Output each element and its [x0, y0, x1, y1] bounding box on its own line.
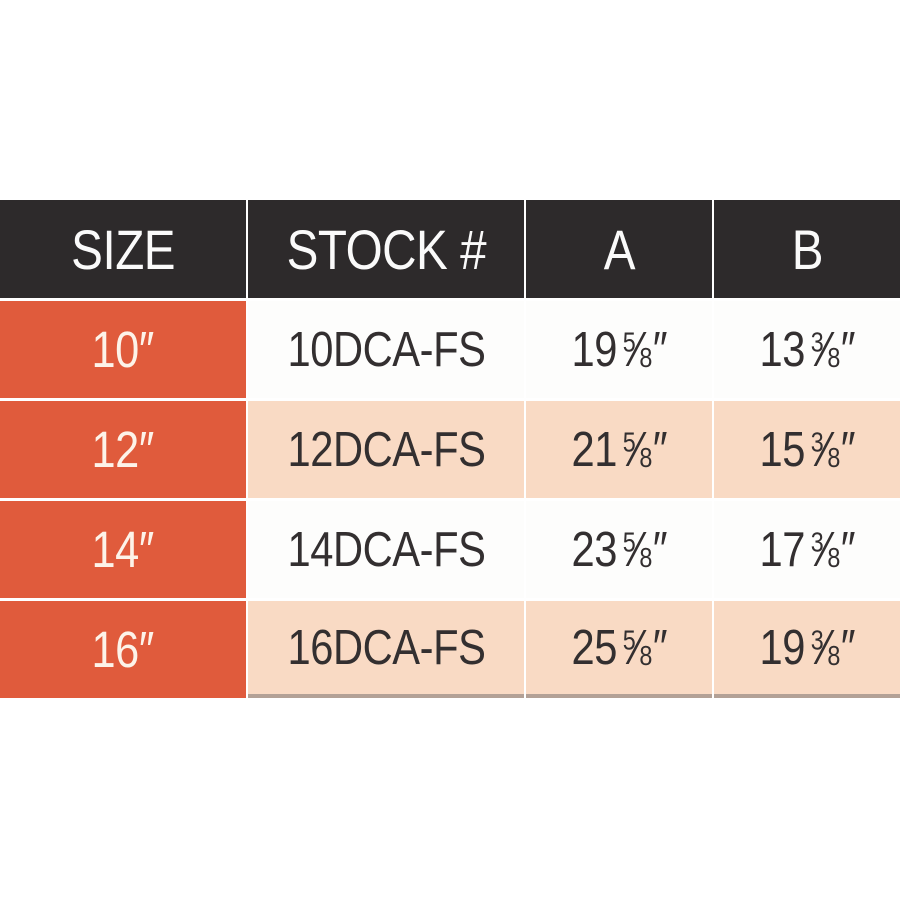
- measure-whole: 19: [759, 620, 805, 675]
- header-label: STOCK #: [286, 217, 486, 281]
- header-label: B: [791, 217, 823, 281]
- measure-whole: 15: [759, 422, 805, 477]
- cell-b: 13 3⁄8″: [714, 301, 900, 398]
- inch-mark: ″: [840, 522, 855, 577]
- measure-fraction: 5⁄8: [622, 620, 652, 675]
- inch-mark: ″: [652, 620, 667, 675]
- inch-mark: ″: [652, 522, 667, 577]
- measure-fraction: 5⁄8: [622, 522, 652, 577]
- cell-stock: 12DCA-FS: [248, 401, 524, 498]
- inch-mark: ″: [840, 620, 855, 675]
- cell-a: 25 5⁄8″: [526, 601, 712, 698]
- measure-fraction: 3⁄8: [810, 422, 840, 477]
- measure-fraction: 3⁄8: [810, 522, 840, 577]
- measure-fraction: 5⁄8: [622, 322, 652, 377]
- header-cell-b: B: [714, 200, 900, 298]
- cell-stock: 16DCA-FS: [248, 601, 524, 698]
- cell-b: 15 3⁄8″: [714, 401, 900, 498]
- cell-stock: 10DCA-FS: [248, 301, 524, 398]
- cell-size: 16″: [0, 601, 246, 698]
- measure-whole: 23: [571, 522, 617, 577]
- measure-whole: 25: [571, 620, 617, 675]
- header-cell-a: A: [526, 200, 712, 298]
- inch-mark: ″: [652, 322, 667, 377]
- cell-size: 12″: [0, 401, 246, 498]
- measure-fraction: 3⁄8: [810, 322, 840, 377]
- measure-whole: 17: [759, 522, 805, 577]
- cell-a: 19 5⁄8″: [526, 301, 712, 398]
- cell-stock: 14DCA-FS: [248, 501, 524, 598]
- measure-fraction: 3⁄8: [810, 620, 840, 675]
- measure-whole: 21: [571, 422, 617, 477]
- inch-mark: ″: [840, 422, 855, 477]
- cell-a: 23 5⁄8″: [526, 501, 712, 598]
- header-label: A: [603, 217, 635, 281]
- cell-a: 21 5⁄8″: [526, 401, 712, 498]
- cell-size: 10″: [0, 301, 246, 398]
- cell-size: 14″: [0, 501, 246, 598]
- header-cell-stock: STOCK #: [248, 200, 524, 298]
- inch-mark: ″: [652, 422, 667, 477]
- size-chart-table: SIZE STOCK # A B 10″ 10DCA-FS 19 5⁄8″ 13 3…: [0, 200, 900, 698]
- measure-whole: 13: [759, 322, 805, 377]
- cell-b: 19 3⁄8″: [714, 601, 900, 698]
- measure-fraction: 5⁄8: [622, 422, 652, 477]
- measure-whole: 19: [571, 322, 617, 377]
- header-label: SIZE: [71, 217, 175, 281]
- cell-b: 17 3⁄8″: [714, 501, 900, 598]
- inch-mark: ″: [840, 322, 855, 377]
- header-cell-size: SIZE: [0, 200, 246, 298]
